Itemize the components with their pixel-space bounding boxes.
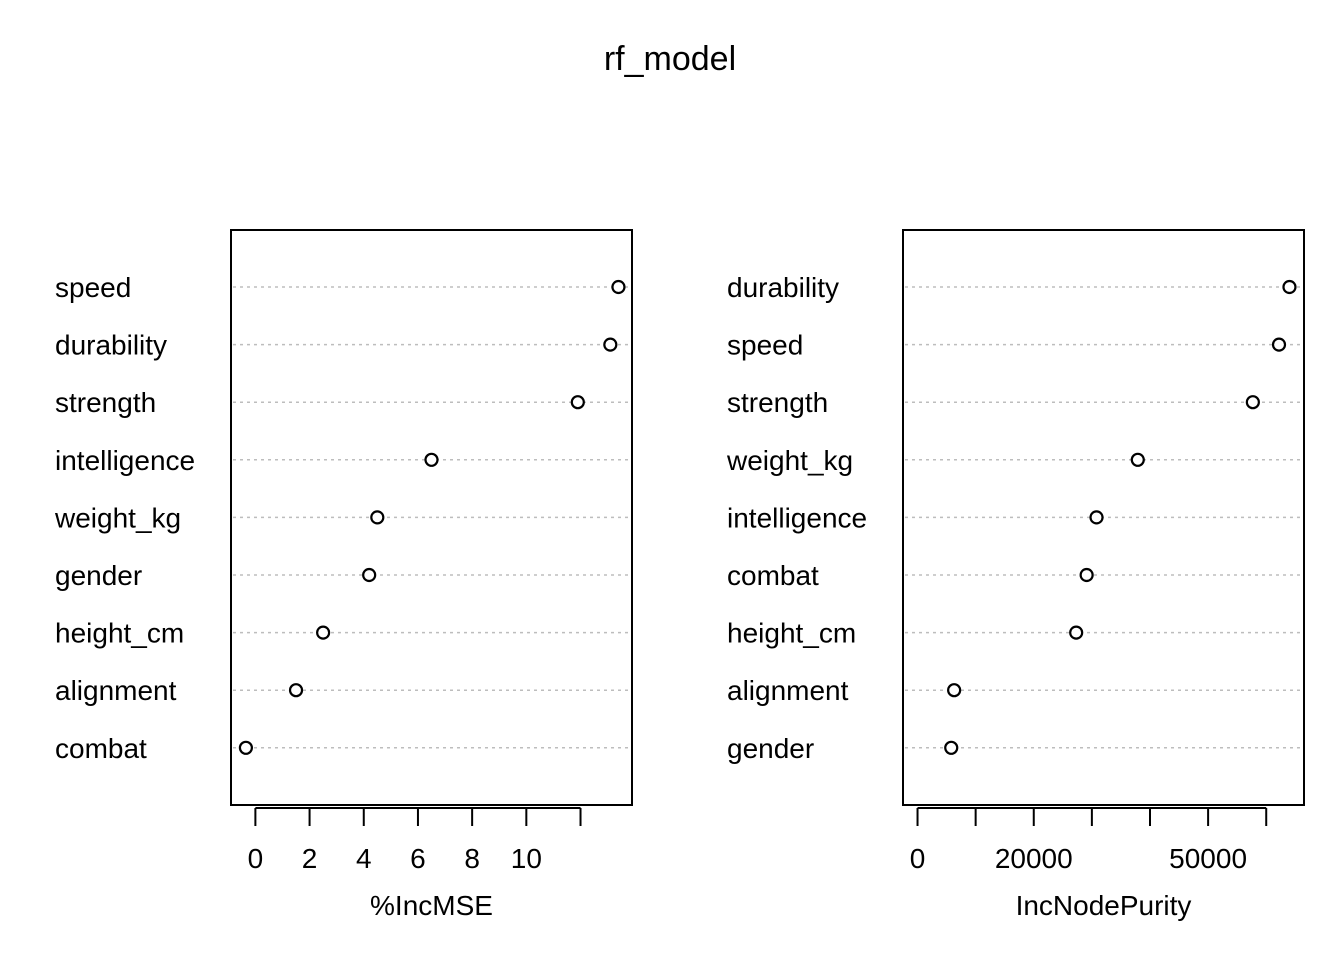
data-point xyxy=(603,337,618,352)
category-label: intelligence xyxy=(727,502,867,533)
x-tick-label: 4 xyxy=(356,843,372,874)
chart-title: rf_model xyxy=(604,40,736,78)
category-label: durability xyxy=(727,272,839,303)
x-axis-label: IncNodePurity xyxy=(1016,890,1192,921)
data-point xyxy=(1271,337,1287,352)
data-point xyxy=(944,740,959,755)
category-label: gender xyxy=(727,733,814,764)
category-label: gender xyxy=(55,560,142,591)
category-label: weight_kg xyxy=(54,502,181,533)
category-label: height_cm xyxy=(55,618,184,649)
plot-frame xyxy=(230,229,633,806)
category-label: speed xyxy=(727,330,803,361)
category-label: combat xyxy=(727,560,819,591)
x-tick-label: 0 xyxy=(910,843,926,874)
data-point xyxy=(362,567,377,583)
category-label: strength xyxy=(727,387,828,418)
x-tick-label: 20000 xyxy=(995,843,1073,874)
x-tick-label: 6 xyxy=(410,843,426,874)
data-point xyxy=(370,510,385,525)
category-label: alignment xyxy=(727,675,849,706)
data-point xyxy=(1282,279,1297,295)
data-point xyxy=(424,452,439,467)
data-point xyxy=(611,279,626,295)
category-label: combat xyxy=(55,733,147,764)
data-point xyxy=(1245,395,1260,410)
x-tick-label: 8 xyxy=(464,843,480,874)
data-point xyxy=(288,683,304,698)
data-point xyxy=(316,625,331,640)
category-label: height_cm xyxy=(727,618,856,649)
data-point xyxy=(238,740,254,755)
x-tick-label: 10 xyxy=(511,843,542,874)
data-point xyxy=(1089,510,1104,525)
data-point xyxy=(947,683,962,698)
category-label: weight_kg xyxy=(726,445,853,476)
chart-panel-1: speed durability strength intelligence weigh… xyxy=(54,229,633,921)
category-label: intelligence xyxy=(55,445,195,476)
x-tick-label: 2 xyxy=(302,843,318,874)
x-tick-label: 0 xyxy=(248,843,264,874)
chart-panel-2: durability speed strength weight_kg intellig… xyxy=(726,229,1305,921)
category-label: alignment xyxy=(55,675,177,706)
data-point xyxy=(1130,452,1145,467)
data-point xyxy=(570,395,585,410)
category-label: durability xyxy=(55,330,167,361)
x-tick-label: 50000 xyxy=(1169,843,1247,874)
data-point xyxy=(1069,625,1084,640)
plot-frame xyxy=(902,229,1305,806)
category-label: speed xyxy=(55,272,131,303)
data-point xyxy=(1079,567,1094,583)
category-label: strength xyxy=(55,387,156,418)
x-axis-label: %IncMSE xyxy=(370,890,493,921)
